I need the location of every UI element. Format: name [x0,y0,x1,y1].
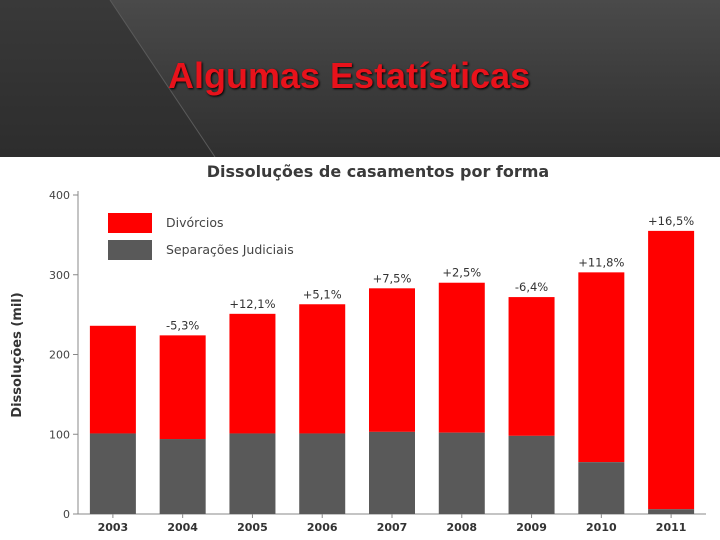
bar-divorcios [89,325,136,434]
x-tick-label: 2009 [516,521,547,534]
data-label: +12,1% [229,297,275,311]
bar-divorcios [299,304,346,434]
y-tick-label: 100 [49,428,70,441]
bar-separacoes [648,509,695,514]
bar-divorcios [648,230,695,510]
x-tick-label: 2005 [237,521,268,534]
bar-separacoes [578,462,625,514]
y-tick-label: 300 [49,269,70,282]
header-decoration [0,0,216,157]
bar-separacoes [89,433,136,514]
slide-header: Algumas Estatísticas [0,0,720,157]
legend-label-separacoes: Separações Judiciais [166,242,294,257]
x-tick-label: 2007 [377,521,408,534]
chart-panel: Dissoluções de casamentos por forma Diss… [0,157,720,540]
stacked-bar-chart: Dissoluções de casamentos por forma Diss… [10,162,706,534]
y-tick-label: 200 [49,349,70,362]
legend: Divórcios Separações Judiciais [108,213,294,260]
x-tick-label: 2008 [446,521,477,534]
x-tick-label: 2006 [307,521,338,534]
data-label: +11,8% [578,255,624,269]
bar-separacoes [159,439,206,514]
data-label: +7,5% [373,271,412,285]
bar-divorcios [578,272,625,463]
bar-separacoes [299,433,346,514]
y-tick-label: 400 [49,189,70,202]
bar-divorcios [369,288,415,432]
bars [89,230,695,514]
x-tick-label: 2004 [167,521,198,534]
bar-divorcios [159,335,206,440]
y-axis-title: Dissoluções (mil) [10,292,25,417]
x-tick-label: 2011 [656,521,687,534]
x-tick-label: 2010 [586,521,617,534]
bar-divorcios [438,282,485,433]
legend-swatch-divorcios [108,213,152,233]
data-labels: -5,3% +12,1% +5,1% +7,5% +2,5% -6,4% +11,8% +16… [166,214,694,332]
bar-divorcios [229,313,276,434]
data-label: -5,3% [166,318,199,332]
axes: 0 100 200 300 400 2003 2004 2005 2006 2007 2008 200… [49,189,706,534]
y-tick-label: 0 [63,508,70,521]
data-label: -6,4% [515,280,548,294]
bar-divorcios [508,297,555,436]
legend-swatch-separacoes [108,240,152,260]
legend-label-divorcios: Divórcios [166,215,224,230]
data-label: +16,5% [648,214,694,228]
chart-title: Dissoluções de casamentos por forma [207,162,549,181]
bar-separacoes [508,435,555,514]
bar-separacoes [369,431,415,514]
data-label: +5,1% [303,287,342,301]
slide-title: Algumas Estatísticas [168,55,531,96]
bar-separacoes [229,433,276,514]
data-label: +2,5% [442,266,481,280]
x-tick-label: 2003 [98,521,129,534]
bar-separacoes [438,432,485,514]
